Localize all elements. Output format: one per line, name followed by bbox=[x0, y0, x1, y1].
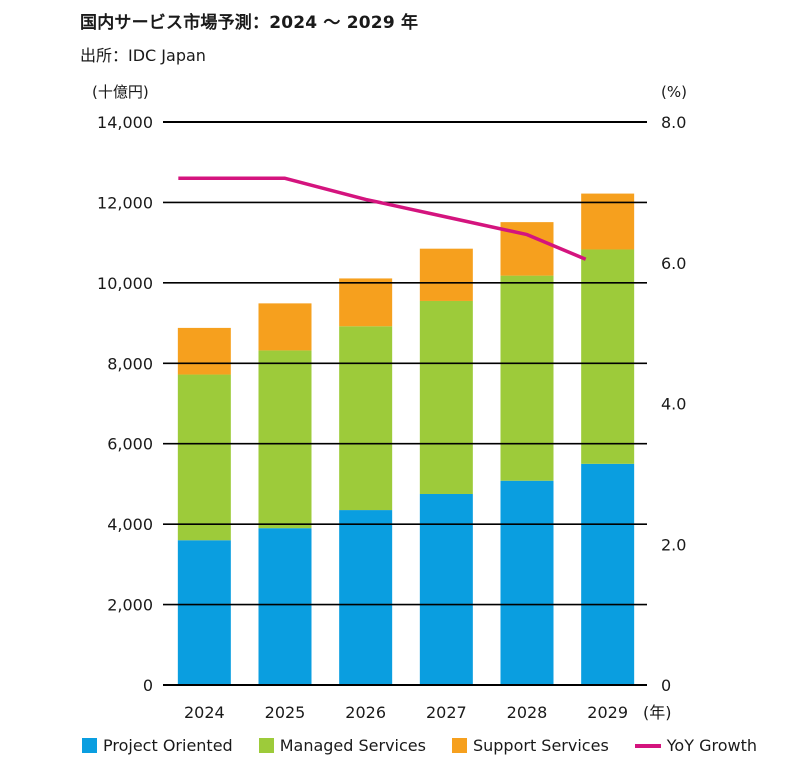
legend-label-managed-services: Managed Services bbox=[279, 736, 426, 755]
legend-item-yoy-growth: YoY Growth bbox=[634, 736, 757, 755]
x-unit-label: (年) bbox=[643, 703, 672, 722]
bar-project-oriented-2026 bbox=[339, 510, 393, 685]
y-right-tick-4-0: 4.0 bbox=[661, 395, 686, 414]
y-right-unit-label: (%) bbox=[661, 83, 687, 101]
y-left-tick-6000: 6,000 bbox=[107, 435, 153, 454]
chart-source: 出所：IDC Japan bbox=[80, 46, 206, 65]
legend-item-support-services: Support Services bbox=[451, 736, 609, 755]
bar-managed-services-2029 bbox=[581, 249, 635, 464]
y-left-unit-label: (十億円) bbox=[92, 83, 149, 101]
chart-legend: Project Oriented Managed Services Suppor… bbox=[82, 736, 757, 755]
x-tick-2029: 2029 bbox=[587, 703, 628, 722]
chart-title: 国内サービス市場予測：2024 ～ 2029 年 bbox=[80, 13, 419, 33]
x-tick-2024: 2024 bbox=[184, 703, 225, 722]
bar-project-oriented-2027 bbox=[419, 493, 473, 685]
x-tick-2027: 2027 bbox=[426, 703, 467, 722]
bar-project-oriented-2025 bbox=[258, 528, 312, 685]
bar-project-oriented-2029 bbox=[581, 463, 635, 685]
bar-support-services-2027 bbox=[419, 248, 473, 301]
bar-managed-services-2024 bbox=[177, 374, 231, 541]
x-tick-2025: 2025 bbox=[265, 703, 306, 722]
bar-support-services-2026 bbox=[339, 278, 393, 327]
bar-managed-services-2028 bbox=[500, 275, 554, 481]
bar-project-oriented-2028 bbox=[500, 480, 554, 685]
legend-label-yoy-growth: YoY Growth bbox=[666, 736, 757, 755]
bar-managed-services-2026 bbox=[339, 326, 393, 511]
y-left-tick-12000: 12,000 bbox=[97, 193, 153, 212]
legend-item-managed-services: Managed Services bbox=[258, 736, 426, 755]
legend-label-project-oriented: Project Oriented bbox=[103, 736, 233, 755]
y-left-tick-0: 0 bbox=[143, 676, 153, 695]
x-tick-2026: 2026 bbox=[345, 703, 386, 722]
x-tick-2028: 2028 bbox=[507, 703, 548, 722]
legend-swatch-project-oriented bbox=[82, 738, 97, 753]
y-right-tick-2-0: 2.0 bbox=[661, 535, 686, 554]
y-left-tick-14000: 14,000 bbox=[97, 113, 153, 132]
y-left-tick-2000: 2,000 bbox=[107, 596, 153, 615]
legend-label-support-services: Support Services bbox=[472, 736, 609, 755]
line-yoy-growth bbox=[178, 176, 587, 261]
y-right-tick-8-0: 8.0 bbox=[661, 113, 686, 132]
legend-swatch-support-services bbox=[451, 738, 467, 753]
legend-item-project-oriented: Project Oriented bbox=[82, 736, 233, 755]
bar-project-oriented-2024 bbox=[177, 540, 231, 685]
y-left-tick-10000: 10,000 bbox=[97, 274, 153, 293]
legend-swatch-yoy-growth bbox=[634, 743, 661, 748]
y-left-tick-8000: 8,000 bbox=[107, 354, 153, 373]
legend-swatch-managed-services bbox=[258, 738, 274, 753]
bar-managed-services-2027 bbox=[419, 300, 473, 494]
y-right-tick-0: 0 bbox=[661, 676, 671, 695]
y-left-tick-4000: 4,000 bbox=[107, 515, 153, 534]
bar-managed-services-2025 bbox=[258, 350, 312, 529]
bar-support-services-2024 bbox=[177, 327, 231, 375]
y-right-tick-6-0: 6.0 bbox=[661, 254, 686, 273]
bar-support-services-2025 bbox=[258, 303, 312, 351]
